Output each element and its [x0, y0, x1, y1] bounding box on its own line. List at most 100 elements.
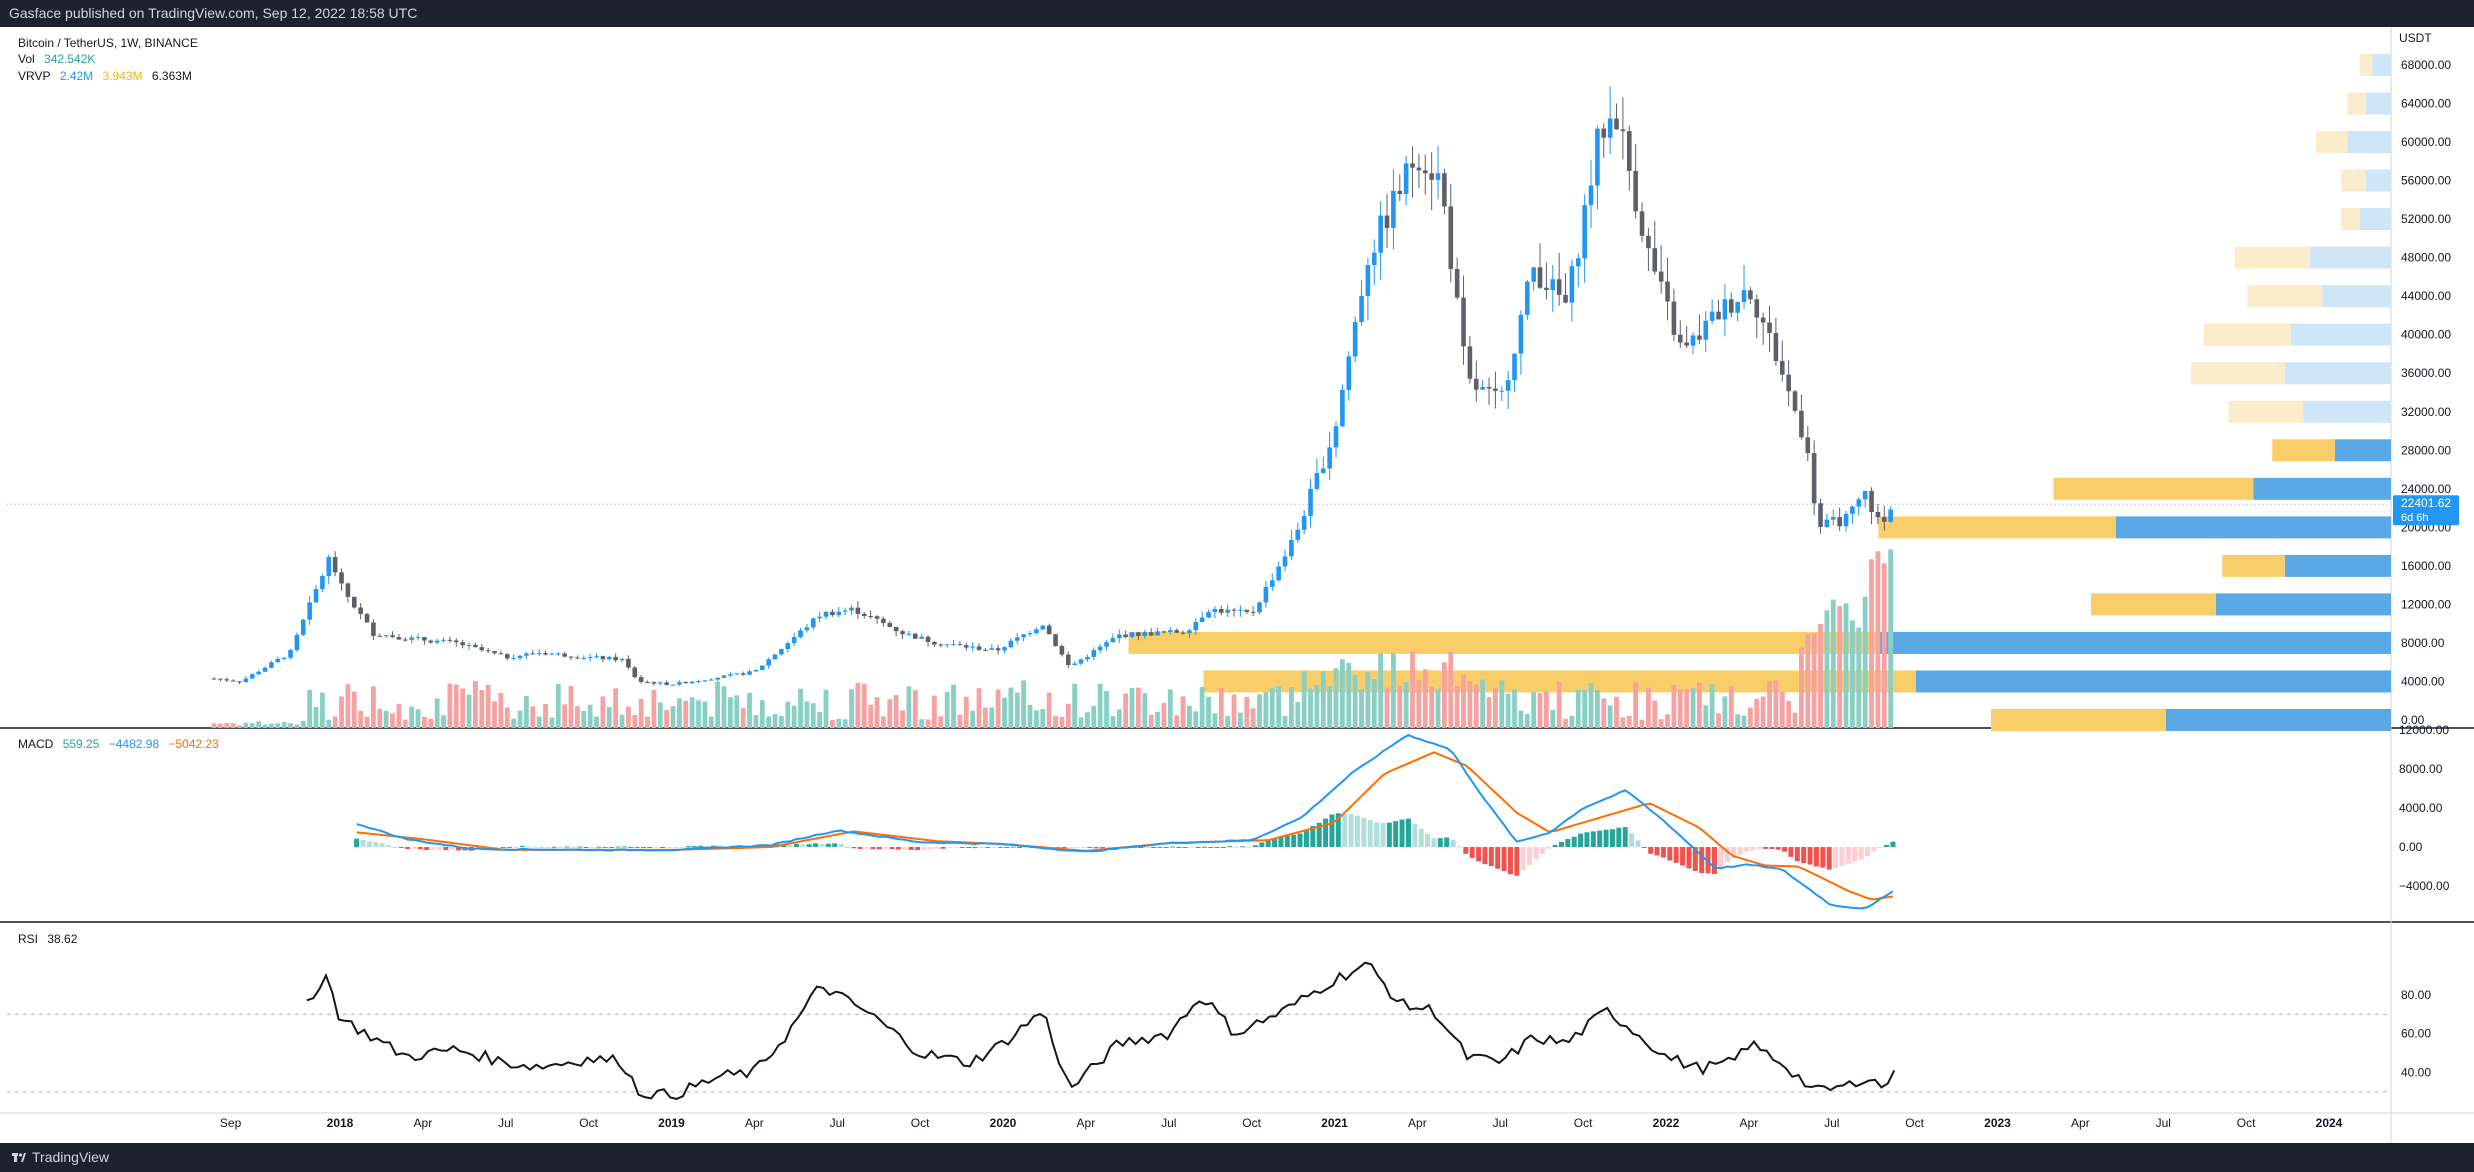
volume-bar	[1818, 623, 1823, 728]
volume-profile-down-bar	[2272, 439, 2335, 462]
macd-histogram-bar	[1405, 818, 1411, 847]
macd-histogram-bar	[1546, 847, 1552, 849]
symbol-title[interactable]: Bitcoin / TetherUS, 1W, BINANCE	[18, 36, 198, 50]
publisher-bar: Gasface published on TradingView.com, Se…	[0, 0, 2474, 27]
volume-bar	[498, 692, 504, 728]
candle-body	[300, 619, 306, 635]
volume-bar	[415, 709, 421, 728]
candle-body	[211, 678, 217, 680]
last-price-badge	[2393, 495, 2459, 526]
macd-histogram-bar	[1291, 834, 1297, 847]
macd-histogram-bar	[1801, 847, 1807, 864]
last-price-badge-label: 22401.62	[2401, 496, 2451, 510]
candle-body	[1123, 634, 1128, 638]
macd-histogram-bar	[927, 847, 933, 849]
candle-body	[313, 589, 319, 603]
volume-bar	[473, 681, 478, 728]
macd-histogram-bar	[691, 846, 697, 848]
candle-body	[810, 618, 816, 628]
candle-body	[830, 611, 835, 616]
candle-body	[1263, 586, 1269, 603]
macd-histogram-bar	[602, 847, 608, 848]
macd-histogram-bar	[653, 847, 659, 848]
macd-legend: MACD 559.25 −4482.98 −5042.23	[18, 737, 225, 751]
macd-label[interactable]: MACD	[18, 737, 54, 751]
macd-histogram-bar	[1616, 827, 1622, 847]
macd-histogram-bar	[1342, 813, 1348, 847]
volume-bar	[951, 684, 956, 728]
candle-body	[1314, 473, 1320, 489]
volume-bar	[262, 724, 268, 728]
macd-histogram-bar	[1488, 847, 1494, 867]
volume-profile-down-bar	[2053, 477, 2254, 500]
candle-body	[1588, 185, 1594, 206]
volume-bar	[989, 707, 995, 728]
macd-histogram-bar	[985, 847, 991, 848]
candle-body	[1862, 490, 1868, 500]
volume-bar	[798, 688, 803, 728]
macd-histogram-bar	[1023, 847, 1029, 848]
candle-body	[1384, 215, 1390, 228]
volume-bar	[1046, 692, 1052, 728]
macd-histogram-bar	[946, 847, 952, 848]
rsi-label[interactable]: RSI	[18, 932, 39, 946]
volume-bar	[575, 706, 580, 728]
time-tick-label: Jul	[1824, 1116, 1839, 1130]
macd-histogram-bar	[838, 843, 844, 847]
candle-body	[1544, 287, 1549, 291]
volume-bar	[1805, 634, 1811, 728]
volume-bar	[402, 719, 408, 728]
volume-bar	[211, 723, 217, 728]
tradingview-logo-icon[interactable]	[12, 1151, 26, 1164]
macd-histogram-bar	[424, 847, 430, 850]
macd-histogram-bar	[500, 846, 506, 848]
macd-histogram-bar	[825, 843, 831, 847]
vrvp-label[interactable]: VRVP	[18, 69, 51, 83]
volume-bar	[963, 696, 969, 728]
footer-brand[interactable]: TradingView	[32, 1149, 110, 1165]
volume-bar	[1365, 672, 1371, 728]
vol-label[interactable]: Vol	[18, 52, 35, 66]
volume-profile-down-bar	[2347, 92, 2366, 115]
candle-body	[1512, 353, 1517, 381]
candle-body	[912, 633, 918, 639]
candle-body	[1499, 390, 1505, 392]
candle-body	[326, 557, 332, 577]
candle-body	[1333, 426, 1339, 448]
volume-bar	[1837, 606, 1843, 728]
volume-bar	[1556, 681, 1562, 728]
macd-histogram-bar	[1201, 846, 1207, 848]
volume-legend: Vol 342.542K	[18, 52, 101, 66]
candle-body	[1824, 519, 1830, 527]
chart-area[interactable]: USDT 68000.00 64000.00 60000.00 56000.00 5200…	[0, 27, 2474, 1143]
volume-bar	[619, 714, 625, 728]
macd-histogram-bar	[1386, 822, 1392, 847]
candle-body	[441, 639, 446, 641]
macd-histogram-bar	[1762, 847, 1768, 849]
candle-body	[976, 646, 982, 650]
candle-body	[785, 643, 791, 650]
volume-bar	[1856, 627, 1862, 728]
candle-body	[1301, 515, 1307, 530]
macd-histogram-bar	[1737, 847, 1743, 855]
volume-bar	[664, 710, 670, 728]
volume-bar	[1104, 690, 1109, 728]
volume-bar	[1391, 653, 1396, 728]
macd-histogram-bar	[876, 847, 882, 850]
candle-body	[1454, 269, 1460, 298]
volume-bar	[1563, 718, 1568, 728]
vol-value: 342.542K	[44, 52, 96, 66]
candle-body	[734, 673, 740, 675]
macd-line	[356, 733, 1894, 910]
volume-bar	[1888, 549, 1894, 728]
volume-bar	[906, 686, 912, 728]
macd-histogram-bar	[1877, 847, 1883, 848]
volume-bar	[1754, 698, 1760, 728]
candle-body	[1837, 517, 1842, 527]
candle-body	[237, 681, 242, 683]
candle-body	[1811, 453, 1817, 504]
candle-body	[932, 641, 937, 645]
macd-histogram-bar	[1456, 846, 1462, 848]
candle-body	[1658, 271, 1664, 282]
volume-bar	[1582, 690, 1588, 728]
